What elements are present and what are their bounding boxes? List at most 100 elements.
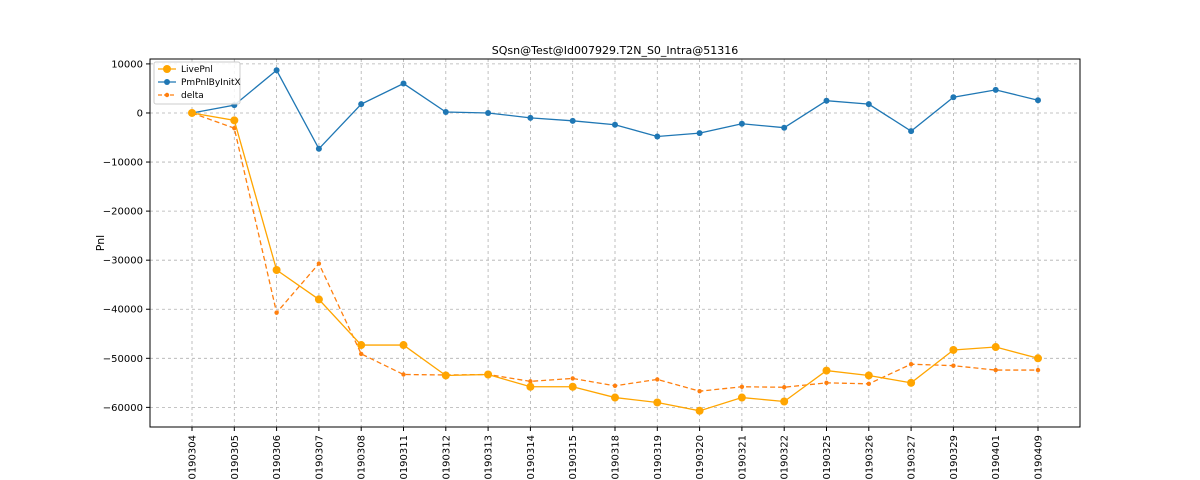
x-tick-label: 20190401 [991,435,1002,480]
x-tick-label: 20190307 [314,435,325,480]
legend-label-PmPnlByInitX: PmPnlByInitX [181,78,241,88]
x-tick-label: 20190321 [737,435,748,480]
x-tick-label: 20190327 [907,435,918,480]
data-point-delta [612,383,618,388]
x-tick-label: 20190313 [484,435,495,480]
data-point-LivePnl [188,108,196,117]
data-point-LivePnl [399,341,408,350]
legend-marker-delta [164,92,170,98]
data-point-PmPnlByInitX [569,117,576,124]
data-point-PmPnlByInitX [485,109,492,116]
y-tick-label: 10000 [111,59,143,70]
data-point-PmPnlByInitX [865,101,872,108]
data-point-delta [866,381,871,387]
data-point-PmPnlByInitX [400,80,407,87]
x-tick-label: 20190325 [822,435,833,480]
series-LivePnl [188,108,1042,415]
data-point-LivePnl [568,382,577,391]
chart-title: SQsn@Test@Id007929.T2N_S0_Intra@51316 [492,44,738,57]
data-point-LivePnl [864,371,873,380]
x-tick-label: 20190305 [230,435,241,480]
x-tick-label: 20190304 [188,435,199,480]
data-point-LivePnl [526,382,535,391]
data-point-delta [1035,367,1041,373]
x-tick-label: 20190409 [1034,435,1045,480]
data-point-delta [359,351,364,357]
x-tick-label: 20190329 [949,435,960,480]
data-point-PmPnlByInitX [823,97,830,104]
data-point-delta [655,377,660,382]
x-tick-label: 20190320 [695,435,706,480]
data-point-delta [697,388,702,394]
data-point-delta [232,125,237,131]
legend-marker-LivePnl [163,65,171,73]
data-point-PmPnlByInitX [527,114,534,121]
data-point-LivePnl [611,393,619,402]
x-tick-label: 20190326 [864,435,875,480]
data-point-delta [951,363,956,368]
data-point-LivePnl [314,295,323,304]
y-tick-label: −40000 [103,305,143,316]
data-point-PmPnlByInitX [315,145,322,152]
data-point-PmPnlByInitX [612,121,618,128]
y-tick-label: 0 [137,108,143,119]
data-point-delta [782,385,787,390]
legend-label-delta: delta [181,91,204,101]
data-point-delta [274,310,279,315]
x-tick-label: 20190319 [653,435,664,480]
x-axis: 20190304 20190305 20190306 20190307 20190308… [188,427,1045,480]
x-tick-label: 20190322 [780,435,791,480]
series-PmPnlByInitX [189,67,1041,152]
x-tick-label: 20190311 [399,435,410,480]
data-point-delta [908,361,914,367]
y-tick-label: −30000 [103,256,143,267]
legend: LivePnl PmPnlByInitX delta [153,61,241,105]
data-point-delta [739,384,745,389]
data-point-LivePnl [780,397,789,406]
legend-entry-PmPnlByInitX: PmPnlByInitX [158,78,241,88]
data-point-LivePnl [653,398,662,407]
data-point-LivePnl [272,265,281,274]
data-point-PmPnlByInitX [442,108,449,115]
data-point-PmPnlByInitX [1035,97,1041,104]
data-point-delta [316,261,322,266]
x-tick-label: 20190308 [357,435,368,480]
y-tick-label: −60000 [103,403,143,414]
data-point-PmPnlByInitX [696,130,703,137]
x-tick-label: 20190306 [272,435,283,480]
y-tick-label: −20000 [103,207,143,218]
data-point-LivePnl [230,116,239,125]
data-point-PmPnlByInitX [738,120,745,127]
data-point-LivePnl [441,371,450,380]
data-point-delta [824,380,829,386]
grid [150,59,1080,427]
data-point-PmPnlByInitX [781,124,788,131]
data-point-delta [528,379,533,384]
data-point-PmPnlByInitX [950,94,957,101]
data-point-LivePnl [484,370,493,379]
y-tick-label: −10000 [103,158,143,169]
legend-marker-PmPnlByInitX [164,79,170,85]
data-point-LivePnl [695,406,704,415]
data-point-PmPnlByInitX [358,101,365,108]
y-tick-label: −50000 [103,354,143,365]
data-point-LivePnl [991,343,1000,352]
data-point-LivePnl [949,345,958,354]
legend-entry-LivePnl: LivePnl [158,65,213,75]
legend-entry-delta: delta [158,91,204,101]
data-point-LivePnl [907,378,916,387]
data-point-LivePnl [737,393,746,402]
data-point-LivePnl [822,366,831,375]
x-tick-label: 20190312 [441,435,452,480]
data-point-LivePnl [357,341,366,350]
data-point-delta [401,372,406,377]
y-axis-label: Pnl [94,235,107,251]
data-point-PmPnlByInitX [908,128,915,135]
data-point-PmPnlByInitX [992,86,999,93]
data-point-PmPnlByInitX [654,133,661,140]
data-point-delta [570,376,575,381]
data-point-LivePnl [1034,354,1042,363]
x-tick-label: 20190314 [526,435,537,480]
x-tick-label: 20190318 [611,435,622,480]
